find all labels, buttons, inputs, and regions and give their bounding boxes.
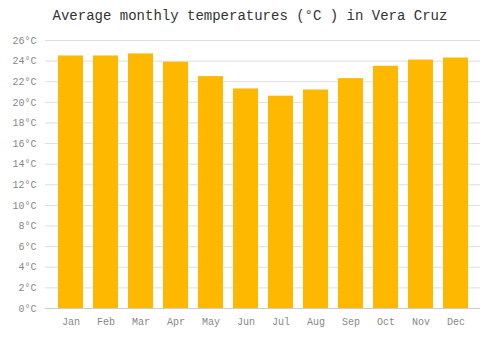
svg-text:24°C: 24°C — [12, 56, 36, 67]
svg-text:20°C: 20°C — [12, 98, 36, 109]
html-text:Average monthly temperatures (: Average monthly temperatures (°C ) in Ve… — [52, 8, 448, 24]
svg-text:26°C: 26°C — [12, 36, 36, 47]
svg-text:18°C: 18°C — [12, 118, 36, 129]
svg-text:Dec: Dec — [447, 317, 465, 328]
svg-text:May: May — [202, 317, 220, 328]
svg-text:2°C: 2°C — [18, 283, 36, 294]
svg-text:12°C: 12°C — [12, 180, 36, 191]
svg-text:0°C: 0°C — [18, 304, 36, 315]
svg-text:6°C: 6°C — [18, 242, 36, 253]
svg-text:Jan: Jan — [62, 317, 80, 328]
svg-text:Jul: Jul — [272, 317, 290, 328]
svg-text:Aug: Aug — [307, 317, 325, 328]
svg-text:Oct: Oct — [377, 317, 395, 328]
svg-text:Mar: Mar — [132, 317, 150, 328]
svg-text:10°C: 10°C — [12, 201, 36, 212]
svg-text:8°C: 8°C — [18, 221, 36, 232]
svg-text:Jun: Jun — [237, 317, 255, 328]
svg-text:Nov: Nov — [412, 317, 430, 328]
svg-text:16°C: 16°C — [12, 139, 36, 150]
svg-text:Apr: Apr — [167, 317, 185, 328]
svg-text:Sep: Sep — [342, 317, 360, 328]
svg-text:4°C: 4°C — [18, 262, 36, 273]
svg-text:22°C: 22°C — [12, 77, 36, 88]
svg-text:Feb: Feb — [97, 317, 115, 328]
svg-text:14°C: 14°C — [12, 159, 36, 170]
